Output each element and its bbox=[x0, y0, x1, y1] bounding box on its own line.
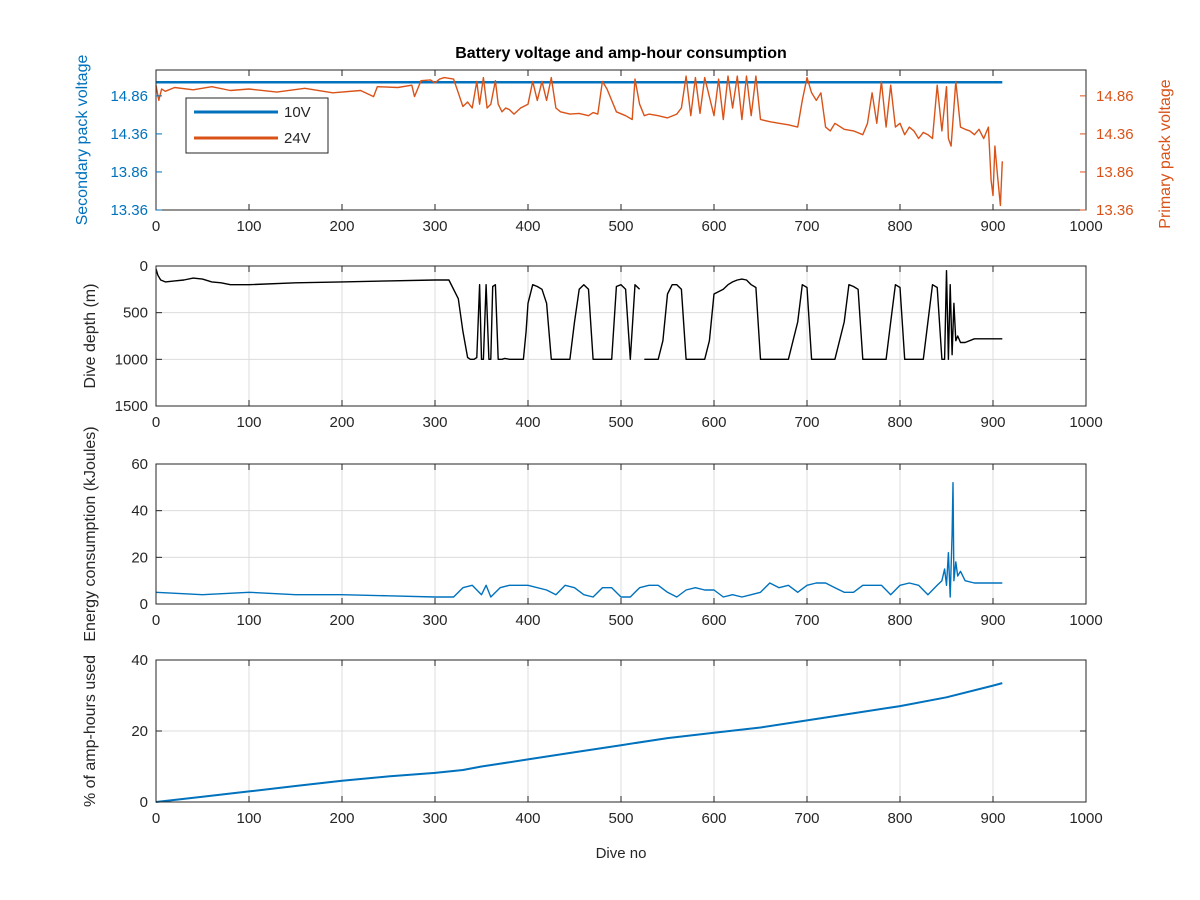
x-tick-label: 800 bbox=[887, 612, 912, 629]
x-tick-label: 0 bbox=[152, 810, 160, 827]
x-tick-label: 900 bbox=[980, 218, 1005, 235]
x-tick-label: 500 bbox=[608, 218, 633, 235]
x-tick-label: 400 bbox=[515, 612, 540, 629]
x-tick-label: 200 bbox=[329, 810, 354, 827]
x-tick-label: 700 bbox=[794, 218, 819, 235]
y-tick-label: 0 bbox=[140, 794, 148, 811]
x-tick-label: 600 bbox=[701, 414, 726, 431]
x-axis-label: Dive no bbox=[596, 845, 647, 862]
x-tick-label: 200 bbox=[329, 612, 354, 629]
legend-label: 10V bbox=[284, 104, 311, 121]
x-tick-label: 300 bbox=[422, 612, 447, 629]
x-tick-label: 200 bbox=[329, 218, 354, 235]
x-tick-label: 500 bbox=[608, 612, 633, 629]
x-tick-label: 600 bbox=[701, 218, 726, 235]
x-tick-label: 100 bbox=[236, 414, 261, 431]
axes-energy: 0 100 200 300 400 500 600 700 800 900 1000 0 20 40 60 E… bbox=[82, 426, 1103, 641]
legend: 10V 24V bbox=[185, 97, 329, 154]
y-tick-label: 14.36 bbox=[110, 126, 148, 143]
y-tick-label: 0 bbox=[140, 596, 148, 613]
x-tick-label: 900 bbox=[980, 810, 1005, 827]
y-tick-label: 40 bbox=[131, 503, 148, 520]
y-tick-label: 13.36 bbox=[110, 202, 148, 219]
y-tick-label: 14.86 bbox=[110, 88, 148, 105]
x-tick-label: 100 bbox=[236, 810, 261, 827]
x-tick-label: 500 bbox=[608, 414, 633, 431]
series-line-depth-0 bbox=[155, 268, 1003, 360]
x-tick-label: 300 bbox=[422, 218, 447, 235]
y-tick-label: 40 bbox=[131, 652, 148, 669]
x-tick-label: 800 bbox=[887, 414, 912, 431]
x-tick-label: 300 bbox=[422, 414, 447, 431]
x-tick-label: 900 bbox=[980, 612, 1005, 629]
y-tick-label-right: 14.86 bbox=[1096, 88, 1134, 105]
x-tick-label: 1000 bbox=[1069, 810, 1102, 827]
x-tick-label: 300 bbox=[422, 810, 447, 827]
y-axis-label-right: Primary pack voltage bbox=[1157, 79, 1174, 228]
x-tick-label: 500 bbox=[608, 810, 633, 827]
series-line-amphours-0 bbox=[155, 682, 1003, 803]
figure-title: Battery voltage and amp-hour consumption bbox=[455, 45, 787, 62]
x-tick-label: 0 bbox=[152, 414, 160, 431]
y-tick-label: 20 bbox=[131, 549, 148, 566]
x-tick-label: 200 bbox=[329, 414, 354, 431]
x-tick-label: 400 bbox=[515, 218, 540, 235]
y-axis-label: Dive depth (m) bbox=[82, 284, 99, 389]
y-tick-label-right: 13.36 bbox=[1096, 202, 1134, 219]
x-tick-label: 800 bbox=[887, 218, 912, 235]
x-tick-label: 1000 bbox=[1069, 414, 1102, 431]
x-tick-label: 0 bbox=[152, 612, 160, 629]
x-tick-label: 0 bbox=[152, 218, 160, 235]
axes-depth: 0 100 200 300 400 500 600 700 800 900 1000 0 500 1000… bbox=[82, 258, 1103, 431]
y-tick-label: 0 bbox=[140, 258, 148, 275]
y-axis-label: Energy consumption (kJoules) bbox=[82, 426, 99, 641]
series-line-energy-0 bbox=[155, 482, 1003, 598]
x-tick-label: 1000 bbox=[1069, 218, 1102, 235]
axes-amphours: 0 100 200 300 400 500 600 700 800 900 1000 0 20 40 % o… bbox=[82, 652, 1103, 862]
x-tick-label: 800 bbox=[887, 810, 912, 827]
y-tick-label: 13.86 bbox=[110, 164, 148, 181]
legend-box bbox=[185, 97, 329, 154]
x-tick-label: 700 bbox=[794, 414, 819, 431]
legend-label: 24V bbox=[284, 130, 311, 147]
y-tick-label-right: 14.36 bbox=[1096, 126, 1134, 143]
y-axis-label: Secondary pack voltage bbox=[74, 55, 91, 226]
x-tick-label: 600 bbox=[701, 612, 726, 629]
y-tick-label: 20 bbox=[131, 723, 148, 740]
x-tick-label: 400 bbox=[515, 414, 540, 431]
x-tick-label: 700 bbox=[794, 810, 819, 827]
y-tick-label-right: 13.86 bbox=[1096, 164, 1134, 181]
y-tick-label: 1500 bbox=[115, 398, 148, 415]
x-tick-label: 100 bbox=[236, 612, 261, 629]
y-axis-label: % of amp-hours used bbox=[82, 655, 99, 807]
x-tick-label: 400 bbox=[515, 810, 540, 827]
y-tick-label: 500 bbox=[123, 305, 148, 322]
x-tick-label: 100 bbox=[236, 218, 261, 235]
x-tick-label: 1000 bbox=[1069, 612, 1102, 629]
series-line-voltage-24v bbox=[155, 75, 1003, 207]
x-tick-label: 600 bbox=[701, 810, 726, 827]
y-tick-label: 1000 bbox=[115, 351, 148, 368]
x-tick-label: 900 bbox=[980, 414, 1005, 431]
x-tick-label: 700 bbox=[794, 612, 819, 629]
y-tick-label: 60 bbox=[131, 456, 148, 473]
